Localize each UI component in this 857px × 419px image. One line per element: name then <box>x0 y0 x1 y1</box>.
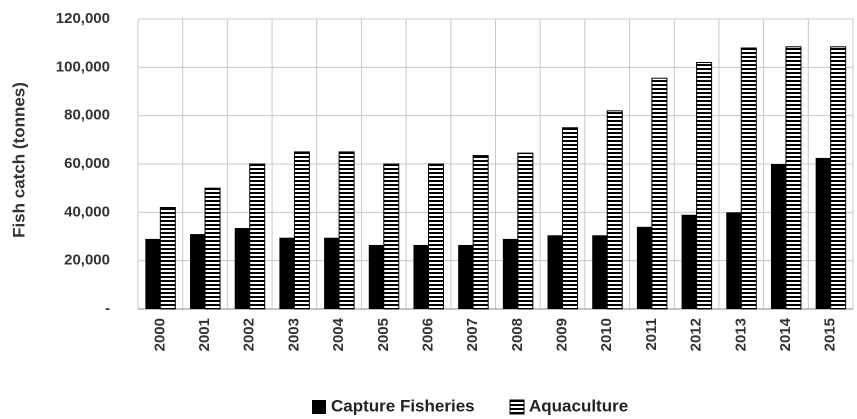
bar-capture-fisheries <box>636 226 652 309</box>
x-tick-label: 2005 <box>375 318 392 351</box>
y-tick-label: 120,000 <box>56 10 110 27</box>
y-tick-label: 60,000 <box>64 155 110 172</box>
bar-capture-fisheries <box>726 212 742 309</box>
bar-capture-fisheries <box>681 214 697 309</box>
bar-capture-fisheries <box>190 234 206 309</box>
legend-swatch-aquaculture <box>509 399 525 415</box>
x-tick-label: 2006 <box>419 318 436 351</box>
y-tick-label: 20,000 <box>64 252 110 269</box>
bar-capture-fisheries <box>279 237 295 309</box>
x-tick-label: 2011 <box>643 318 660 351</box>
legend-label-aquaculture: Aquaculture <box>529 396 628 415</box>
x-tick-label: 2009 <box>554 318 571 351</box>
bar-capture-fisheries <box>234 228 250 309</box>
x-tick-label: 2015 <box>822 318 839 351</box>
bar-capture-fisheries <box>815 157 831 309</box>
bar-aquaculture <box>606 110 623 310</box>
bar-aquaculture <box>517 152 534 310</box>
bar-capture-fisheries <box>368 244 384 309</box>
bar-aquaculture <box>785 46 802 310</box>
x-tick-label: 2014 <box>777 317 794 351</box>
bar-aquaculture <box>651 77 668 310</box>
bar-aquaculture <box>427 163 444 310</box>
legend: Capture Fisheries Aquaculture <box>312 396 628 415</box>
x-tick-label: 2010 <box>598 318 615 351</box>
x-tick-label: 2007 <box>464 318 481 351</box>
bar-aquaculture <box>696 62 713 310</box>
y-axis-label: Fish catch (tonnes) <box>9 82 28 238</box>
x-tick-label: 2008 <box>509 318 526 351</box>
x-axis-ticks: 2000 2001 2002 2003 2004 2005 2006 2007 2008 2009… <box>151 317 838 351</box>
x-tick-label: 2004 <box>330 317 347 351</box>
legend-label-capture-fisheries: Capture Fisheries <box>331 396 475 415</box>
bar-capture-fisheries <box>324 237 340 309</box>
x-tick-label: 2013 <box>732 318 749 351</box>
bar-aquaculture <box>338 151 355 310</box>
bar-aquaculture <box>740 47 757 310</box>
legend-swatch-capture-fisheries <box>312 400 326 414</box>
x-tick-label: 2012 <box>688 318 705 351</box>
x-tick-label: 2002 <box>241 318 258 351</box>
bar-aquaculture <box>249 163 266 310</box>
bar-capture-fisheries <box>547 235 563 309</box>
grid-lines <box>137 18 854 310</box>
bar-aquaculture <box>830 46 847 310</box>
bar-capture-fisheries <box>770 164 786 309</box>
y-axis-ticks: - 20,000 40,000 60,000 80,000 100,000 120,000 <box>56 10 110 317</box>
bars <box>145 46 847 310</box>
y-tick-label: 100,000 <box>56 58 110 75</box>
bar-capture-fisheries <box>145 238 161 309</box>
y-tick-label: - <box>105 300 110 317</box>
bar-aquaculture <box>204 187 221 310</box>
bar-capture-fisheries <box>502 238 518 309</box>
bar-capture-fisheries <box>458 244 474 309</box>
bar-aquaculture <box>383 163 400 310</box>
x-tick-label: 2003 <box>285 318 302 351</box>
y-tick-label: 80,000 <box>64 107 110 124</box>
x-tick-label: 2000 <box>151 318 168 351</box>
bar-capture-fisheries <box>413 244 429 309</box>
bar-aquaculture <box>293 151 310 310</box>
bar-aquaculture <box>159 207 176 310</box>
bar-aquaculture <box>562 127 579 310</box>
bar-capture-fisheries <box>592 235 608 309</box>
y-tick-label: 40,000 <box>64 203 110 220</box>
bar-aquaculture <box>472 155 489 310</box>
x-tick-label: 2001 <box>196 318 213 351</box>
